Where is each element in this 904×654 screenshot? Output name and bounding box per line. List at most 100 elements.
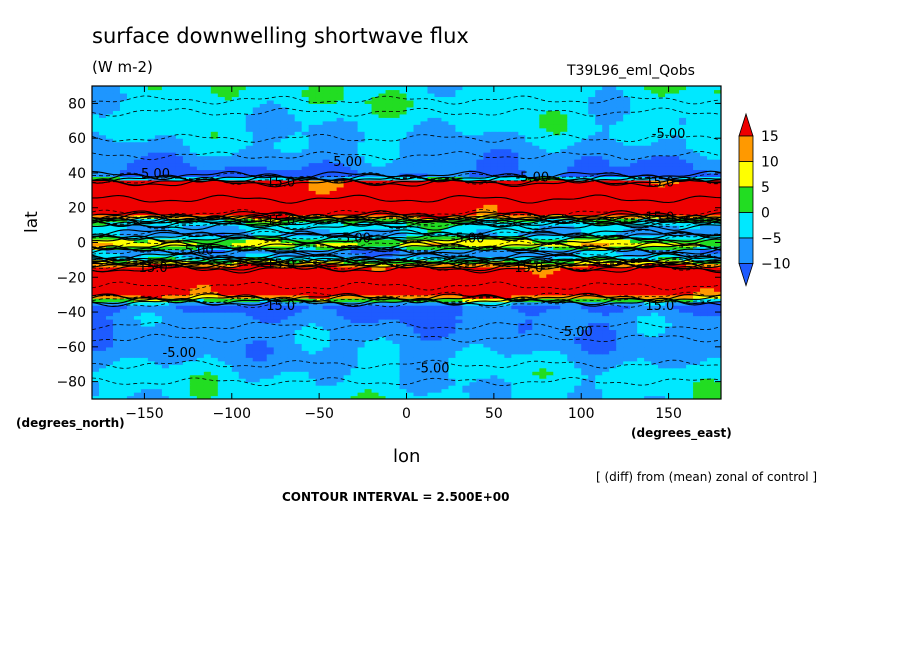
heatmap-cell [133, 364, 142, 369]
heatmap-cell [637, 395, 645, 399]
heatmap-cell [714, 228, 721, 233]
heatmap-cell [161, 343, 170, 348]
heatmap-cell [616, 242, 624, 247]
heatmap-cell [595, 371, 603, 376]
heatmap-cell [92, 360, 100, 365]
heatmap-cell [161, 364, 170, 369]
heatmap-cell [525, 287, 533, 292]
heatmap-cell [210, 211, 219, 216]
heatmap-cell [427, 364, 436, 369]
heatmap-cell [126, 294, 135, 299]
heatmap-cell [364, 284, 373, 289]
heatmap-cell [672, 308, 680, 313]
heatmap-cell [168, 367, 177, 372]
heatmap-cell [392, 249, 401, 254]
heatmap-cell [560, 266, 568, 271]
heatmap-cell [315, 259, 324, 264]
heatmap-cell [112, 312, 121, 317]
heatmap-cell [322, 357, 331, 362]
heatmap-cell [714, 315, 721, 320]
heatmap-cell [210, 315, 219, 320]
heatmap-cell [231, 214, 240, 219]
heatmap-cell [679, 350, 687, 355]
heatmap-cell [567, 350, 575, 355]
heatmap-cell [490, 315, 498, 320]
heatmap-cell [476, 329, 484, 334]
heatmap-cell [707, 308, 715, 313]
heatmap-cell [385, 346, 394, 351]
heatmap-cell [252, 367, 261, 372]
heatmap-cell [266, 218, 275, 223]
heatmap-cell [427, 280, 436, 285]
heatmap-cell [665, 280, 673, 285]
heatmap-cell [161, 322, 170, 327]
heatmap-cell [371, 294, 380, 299]
heatmap-cell [532, 291, 540, 296]
heatmap-cell [92, 332, 100, 337]
heatmap-cell [196, 232, 205, 237]
heatmap-cell [672, 270, 680, 275]
heatmap-cell [672, 367, 680, 372]
heatmap-cell [693, 287, 701, 292]
heatmap-cell [679, 343, 687, 348]
heatmap-cell [518, 392, 526, 397]
heatmap-cell [581, 325, 589, 331]
heatmap-cell [119, 207, 128, 212]
heatmap-cell [322, 228, 331, 233]
heatmap-cell [581, 294, 589, 299]
heatmap-cell [637, 312, 645, 317]
heatmap-cell [609, 367, 617, 372]
heatmap-cell [147, 336, 156, 341]
heatmap-cell [511, 280, 519, 285]
heatmap-cell [532, 277, 540, 282]
heatmap-cell [539, 280, 547, 285]
heatmap-cell [140, 329, 149, 334]
heatmap-cell [259, 280, 268, 285]
heatmap-cell [574, 339, 582, 344]
heatmap-cell [434, 245, 443, 251]
heatmap-cell [609, 284, 617, 289]
heatmap-cell [259, 364, 268, 369]
heatmap-cell [147, 378, 156, 383]
heatmap-cell [567, 235, 575, 240]
heatmap-cell [280, 273, 289, 278]
heatmap-cell [504, 395, 512, 399]
heatmap-cell [245, 360, 254, 365]
heatmap-cell [651, 381, 659, 386]
heatmap-cell [504, 388, 512, 393]
heatmap-cell [532, 308, 540, 313]
heatmap-cell [455, 343, 464, 348]
heatmap-cell [448, 273, 457, 278]
heatmap-cell [413, 378, 422, 383]
heatmap-cell [343, 374, 352, 379]
heatmap-cell [252, 322, 261, 327]
heatmap-cell [350, 277, 359, 282]
heatmap-cell [322, 329, 331, 334]
heatmap-cell [133, 284, 142, 289]
heatmap-cell [126, 392, 135, 397]
heatmap-cell [560, 207, 568, 212]
heatmap-cell [315, 277, 324, 282]
heatmap-cell [581, 287, 589, 292]
heatmap-cell [714, 378, 721, 383]
heatmap-cell [252, 249, 261, 254]
heatmap-cell [616, 350, 624, 355]
heatmap-cell [420, 322, 429, 327]
heatmap-cell [672, 378, 680, 383]
heatmap-cell [553, 392, 561, 397]
heatmap-cell [665, 228, 673, 233]
heatmap-cell [336, 315, 345, 320]
heatmap-cell [245, 364, 254, 369]
heatmap-cell [392, 346, 401, 351]
heatmap-cell [259, 242, 268, 247]
heatmap-cell [357, 319, 366, 324]
heatmap-cell [378, 371, 387, 376]
heatmap-cell [686, 332, 694, 337]
heatmap-cell [630, 273, 638, 278]
heatmap-cell [147, 346, 156, 351]
heatmap-cell [238, 339, 247, 344]
heatmap-cell [371, 392, 380, 397]
heatmap-cell [434, 332, 443, 337]
heatmap-cell [126, 388, 135, 393]
heatmap-cell [637, 364, 645, 369]
